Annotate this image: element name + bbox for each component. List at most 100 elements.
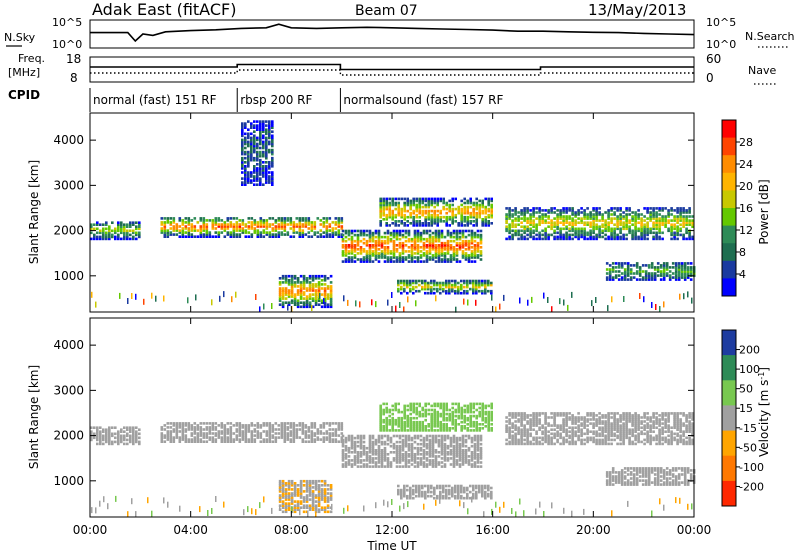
power-cell <box>138 225 141 228</box>
power-cell <box>265 130 268 133</box>
power-cell <box>326 285 330 288</box>
velocity-cell <box>523 430 526 433</box>
velocity-cell <box>415 488 418 492</box>
velocity-cell <box>299 502 303 505</box>
velocity-cell <box>466 404 469 408</box>
power-cell <box>551 306 553 313</box>
velocity-cell <box>514 440 517 444</box>
power-cell <box>643 223 646 226</box>
velocity-cell <box>277 432 281 435</box>
velocity-cell <box>135 432 138 436</box>
velocity-cell <box>436 404 439 408</box>
velocity-cell <box>160 428 164 431</box>
velocity-cell <box>344 455 348 458</box>
power-cell <box>353 233 357 237</box>
power-cell <box>443 260 447 263</box>
velocity-cell <box>211 424 215 427</box>
power-cell <box>436 218 439 221</box>
velocity-cell <box>520 440 523 444</box>
power-cell <box>395 235 399 239</box>
power-cell <box>114 227 117 231</box>
velocity-cell <box>287 482 291 485</box>
power-cell <box>436 281 439 285</box>
power-cell <box>214 223 218 226</box>
power-cell <box>415 279 418 283</box>
velocity-cell <box>395 444 399 448</box>
power-cell <box>163 225 167 228</box>
power-cell <box>223 221 227 224</box>
power-cell <box>119 292 121 299</box>
power-cell <box>586 213 589 216</box>
power-cell <box>535 225 538 228</box>
velocity-cell <box>99 426 102 429</box>
power-cell <box>368 256 372 259</box>
power-cell <box>595 209 598 212</box>
power-cell <box>592 237 595 241</box>
power-cell <box>451 283 454 287</box>
velocity-cell <box>350 438 354 442</box>
velocity-cell <box>181 428 185 431</box>
velocity-cell <box>415 408 418 412</box>
power-cell <box>220 225 224 228</box>
velocity-cell <box>193 430 197 433</box>
power-cell <box>469 197 472 201</box>
velocity-cell <box>410 446 414 450</box>
velocity-cell <box>412 420 415 424</box>
power-cell <box>523 229 526 233</box>
velocity-cell <box>169 438 173 441</box>
velocity-cell <box>334 434 338 437</box>
power-cell <box>265 165 268 168</box>
power-cell <box>445 279 448 283</box>
velocity-cell <box>421 490 424 494</box>
velocity-cell <box>205 432 209 435</box>
velocity-cell <box>425 444 429 448</box>
velocity-cell <box>403 412 406 416</box>
velocity-cell <box>365 453 369 456</box>
velocity-cell <box>105 440 108 444</box>
velocity-cell <box>202 422 206 425</box>
power-cell <box>439 220 442 223</box>
power-cell <box>424 291 427 295</box>
velocity-cell <box>135 434 138 438</box>
power-cell <box>350 239 354 243</box>
power-cell <box>559 211 562 214</box>
velocity-cell <box>289 422 293 425</box>
velocity-cell <box>292 440 296 443</box>
power-cell <box>256 183 259 186</box>
velocity-cell <box>175 428 179 431</box>
velocity-cell <box>404 457 408 460</box>
power-cell <box>353 229 357 233</box>
power-cell <box>341 254 345 257</box>
power-cell <box>415 224 418 227</box>
velocity-cell <box>433 488 436 492</box>
velocity-cell <box>437 442 441 446</box>
power-cell <box>298 229 302 232</box>
velocity-cell <box>208 426 212 429</box>
velocity-cell <box>422 457 426 460</box>
power-cell <box>278 297 282 300</box>
power-cell <box>385 215 388 219</box>
power-cell <box>250 235 254 238</box>
power-cell <box>413 239 417 243</box>
power-cell <box>135 227 138 231</box>
power-cell <box>427 285 430 289</box>
power-cell <box>458 235 462 239</box>
power-cell <box>623 270 627 273</box>
power-cell <box>685 217 688 220</box>
power-cell <box>484 283 487 287</box>
power-cell <box>302 301 306 304</box>
power-cell <box>404 231 408 235</box>
velocity-cell <box>469 402 472 406</box>
power-cell <box>613 213 616 216</box>
power-cell <box>611 276 615 279</box>
power-cell <box>436 215 439 219</box>
velocity-cell <box>397 429 400 432</box>
power-cell <box>457 285 460 289</box>
power-cell <box>138 235 141 239</box>
velocity-cell <box>129 434 132 438</box>
velocity-cell <box>467 449 471 452</box>
velocity-cell <box>430 408 433 412</box>
power-cell <box>217 217 221 220</box>
power-cell <box>652 221 655 224</box>
velocity-cell <box>523 412 526 415</box>
